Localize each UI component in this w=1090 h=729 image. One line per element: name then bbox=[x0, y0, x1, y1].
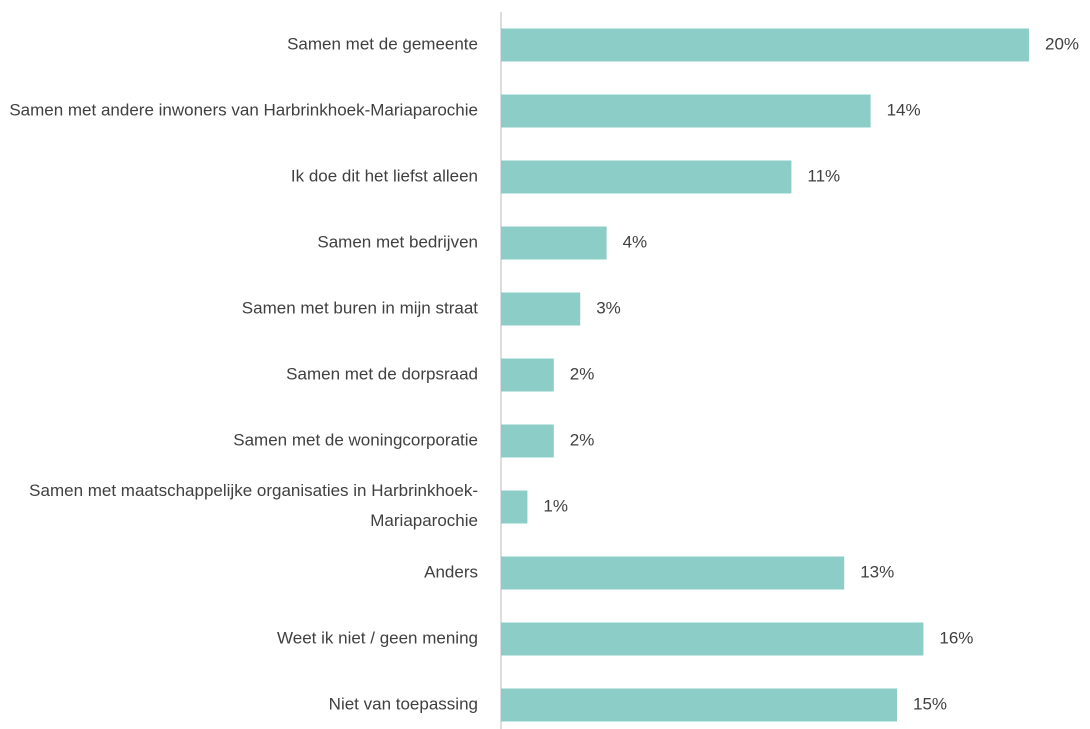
category-label: Weet ik niet / geen mening bbox=[277, 628, 478, 647]
value-label: 2% bbox=[570, 430, 595, 449]
category-label: Anders bbox=[424, 562, 478, 581]
category-label: Ik doe dit het liefst alleen bbox=[291, 166, 478, 185]
category-label: Samen met de gemeente bbox=[287, 34, 478, 53]
category-label: Samen met buren in mijn straat bbox=[242, 298, 478, 317]
value-label: 3% bbox=[596, 298, 621, 317]
value-label: 4% bbox=[623, 232, 648, 251]
category-label: Samen met de dorpsraad bbox=[286, 364, 478, 383]
bar bbox=[501, 556, 845, 590]
value-label: 2% bbox=[570, 364, 595, 383]
category-label: Samen met andere inwoners van Harbrinkho… bbox=[9, 100, 478, 119]
bar bbox=[501, 424, 554, 458]
value-label: 13% bbox=[860, 562, 894, 581]
bar bbox=[501, 622, 924, 656]
bar bbox=[501, 688, 897, 722]
bar bbox=[501, 28, 1029, 62]
value-label: 20% bbox=[1045, 34, 1079, 53]
bar bbox=[501, 292, 581, 326]
bar bbox=[501, 94, 871, 128]
category-label: Samen met bedrijven bbox=[317, 232, 478, 251]
bar bbox=[501, 358, 554, 392]
category-label: Niet van toepassing bbox=[329, 694, 478, 713]
value-label: 11% bbox=[807, 166, 840, 185]
category-label: Samen met maatschappelijke organisaties … bbox=[29, 481, 478, 530]
category-label: Samen met de woningcorporatie bbox=[233, 430, 478, 449]
bar bbox=[501, 490, 528, 524]
value-label: 15% bbox=[913, 694, 947, 713]
bar bbox=[501, 160, 792, 194]
value-label: 14% bbox=[887, 100, 921, 119]
value-label: 16% bbox=[939, 628, 973, 647]
bar bbox=[501, 226, 607, 260]
value-label: 1% bbox=[543, 496, 568, 515]
